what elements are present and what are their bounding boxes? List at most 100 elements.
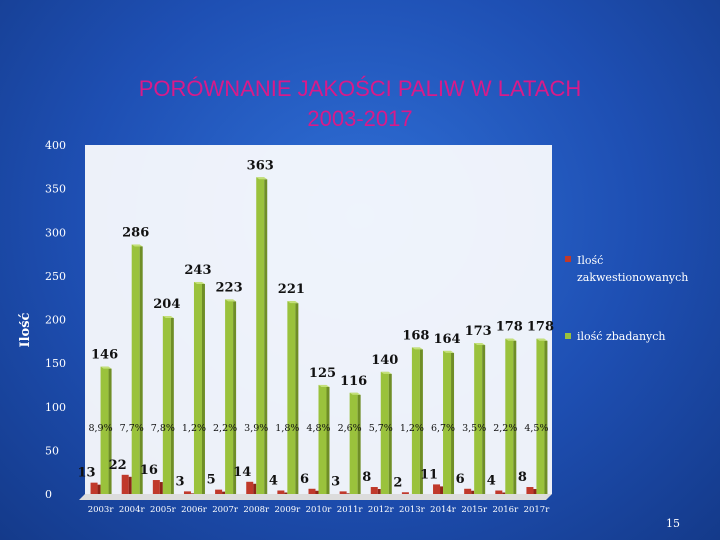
bar-green-top-2017r (536, 338, 548, 341)
bar-green-2005r (162, 316, 171, 494)
y-axis-label: Ilość (18, 312, 33, 347)
bar-red-2017r (526, 487, 534, 494)
bar-green-top-2004r (131, 244, 143, 247)
x-tick-label-2003r: 2003r (88, 505, 115, 515)
x-tick-label-2011r: 2011r (337, 505, 364, 515)
label-percent-2010r: 4,8% (306, 423, 330, 434)
bar-green-side-2004r (139, 246, 143, 494)
label-percent-2012r: 5,7% (369, 423, 393, 434)
x-tick-label-2014r: 2014r (430, 505, 457, 515)
x-tick-label-2007r: 2007r (212, 505, 239, 515)
x-tick-label-2015r: 2015r (461, 505, 488, 515)
bar-green-top-2013r (411, 347, 423, 350)
bar-red-side-2008r (253, 483, 257, 494)
label-percent-2013r: 1,2% (400, 423, 424, 434)
bar-green-2017r (536, 338, 545, 494)
label-percent-2015r: 3,5% (462, 423, 486, 434)
x-tick-label-2017r: 2017r (524, 505, 551, 515)
label-percent-2003r: 8,9% (88, 423, 112, 434)
title-line-1: PORÓWNANIE JAKOŚCI PALIW W LATACH (138, 76, 582, 101)
bar-green-top-2003r (100, 366, 112, 369)
label-percent-2016r: 2,2% (493, 423, 517, 434)
bar-green-top-2011r (349, 392, 361, 395)
bar-green-2015r (474, 343, 483, 494)
label-green-2011r: 116 (340, 374, 367, 389)
bar-green-2006r (193, 281, 202, 494)
bar-red-2009r (277, 490, 285, 494)
bar-red-side-2010r (315, 490, 319, 494)
bar-red-2011r (339, 491, 347, 494)
bar-red-side-2016r (502, 492, 506, 494)
bar-green-side-2003r (108, 368, 112, 494)
bar-red-side-2007r (222, 491, 226, 494)
label-green-2012r: 140 (371, 353, 398, 368)
label-red-2011r: 3 (331, 474, 340, 489)
label-red-2007r: 5 (207, 473, 216, 488)
bar-red-2016r (495, 490, 503, 494)
bar-green-side-2014r (451, 352, 455, 494)
bar-green-top-2014r (443, 350, 455, 353)
label-green-2015r: 173 (465, 324, 492, 339)
label-red-2015r: 6 (456, 472, 465, 487)
label-green-2013r: 168 (402, 328, 429, 343)
label-green-2014r: 164 (433, 332, 460, 347)
bar-green-2003r (100, 366, 109, 494)
x-tick-label-2016r: 2016r (492, 505, 519, 515)
label-red-2014r: 11 (420, 467, 438, 482)
page-number: 15 (666, 517, 680, 530)
title-line-2: 2003-2017 (307, 106, 413, 131)
label-percent-2011r: 2,6% (338, 423, 362, 434)
plot-floor (79, 494, 552, 500)
bar-red-side-2006r (190, 493, 194, 494)
label-percent-2005r: 7,8% (151, 423, 175, 434)
slide-title: PORÓWNANIE JAKOŚCI PALIW W LATACH 2003-2… (40, 74, 680, 134)
bar-green-2010r (318, 384, 327, 494)
bar-green-2009r (287, 301, 296, 494)
label-green-2003r: 146 (91, 348, 118, 363)
bar-green-2011r (349, 392, 358, 494)
label-red-2008r: 14 (233, 465, 251, 480)
legend-swatch-green (565, 333, 571, 339)
x-tick-label-2004r: 2004r (119, 505, 146, 515)
bar-green-top-2005r (162, 316, 174, 319)
bar-green-side-2016r (513, 340, 517, 494)
bar-red-2010r (308, 488, 316, 494)
bar-red-side-2009r (284, 492, 288, 494)
y-tick-label-7: 350 (45, 183, 66, 196)
bar-red-side-2014r (440, 486, 444, 494)
label-green-2016r: 178 (496, 320, 523, 335)
legend-label-green: ilość zbadanych (577, 330, 666, 343)
x-tick-label-2006r: 2006r (181, 505, 208, 515)
bar-green-top-2016r (505, 338, 517, 341)
bar-red-2005r (152, 480, 160, 494)
bar-green-top-2012r (380, 371, 392, 374)
bar-green-side-2005r (170, 318, 174, 494)
bar-red-2014r (433, 484, 441, 494)
bar-red-side-2011r (346, 493, 350, 494)
bar-red-side-2005r (159, 482, 163, 494)
bar-green-2012r (380, 371, 389, 494)
bar-green-top-2006r (193, 281, 205, 284)
bar-green-2004r (131, 244, 140, 494)
bar-red-2004r (121, 474, 129, 494)
bar-green-2016r (505, 338, 514, 494)
bar-green-top-2008r (256, 177, 268, 180)
legend-label-red-line2: zakwestionowanych (577, 271, 688, 284)
label-red-2004r: 22 (109, 458, 127, 473)
bar-red-2008r (246, 481, 254, 494)
bar-red-side-2017r (533, 489, 537, 494)
label-green-2008r: 363 (247, 158, 274, 173)
bar-red-side-2004r (128, 476, 132, 494)
bar-green-top-2007r (225, 299, 237, 302)
bar-green-top-2009r (287, 301, 299, 304)
y-tick-label-0: 0 (45, 488, 52, 501)
bar-green-side-2015r (482, 345, 486, 494)
label-green-2005r: 204 (153, 297, 180, 312)
bar-green-2008r (256, 177, 265, 494)
bar-green-side-2012r (388, 373, 392, 494)
bar-green-side-2009r (295, 303, 299, 494)
y-tick-label-3: 150 (45, 357, 66, 370)
bar-green-top-2015r (474, 343, 486, 346)
label-percent-2009r: 1,8% (275, 423, 299, 434)
